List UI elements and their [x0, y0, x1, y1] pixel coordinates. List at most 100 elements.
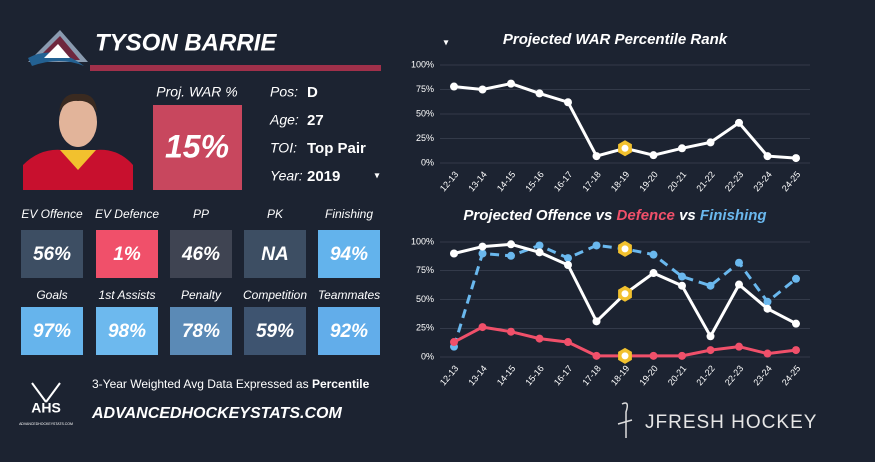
point — [507, 240, 515, 249]
headshot — [23, 85, 133, 190]
ahs-logo-sub: ADVANCEDHOCKEYSTATS.COM — [19, 422, 73, 426]
y-tick-label: 0% — [421, 157, 434, 167]
y-tick-label: 50% — [416, 108, 434, 118]
highlight-center — [621, 352, 629, 360]
tile-label: 1st Assists — [99, 288, 156, 302]
tile — [96, 307, 158, 355]
tile-label: EV Offence — [21, 207, 83, 221]
title-segment: Projected Offence vs — [463, 207, 612, 224]
point — [678, 281, 686, 290]
chart-dropdown-arrow[interactable]: ▾ — [443, 38, 448, 49]
year-dropdown-arrow[interactable]: ▾ — [374, 171, 379, 182]
point — [450, 338, 458, 347]
tile-value: 56% — [33, 244, 71, 265]
point — [535, 241, 544, 250]
point — [535, 334, 544, 343]
point — [564, 261, 572, 269]
info-value: D — [307, 84, 318, 101]
point — [649, 151, 658, 160]
tile — [318, 230, 380, 278]
point — [706, 281, 715, 290]
title-segment: Finishing — [700, 207, 767, 224]
point — [592, 152, 601, 161]
point — [535, 248, 544, 257]
tile-label: PK — [267, 207, 284, 221]
title-segment: Defence — [617, 207, 675, 224]
site-name: ADVANCEDHOCKEYSTATS.COM — [91, 405, 342, 422]
tile-value: 94% — [330, 244, 368, 265]
y-tick-label: 100% — [411, 236, 434, 246]
chart-title: Projected WAR Percentile Rank — [503, 31, 728, 48]
point — [678, 351, 686, 360]
highlight-center — [621, 144, 629, 152]
point — [535, 89, 544, 98]
point — [706, 346, 715, 355]
point — [763, 152, 772, 161]
info-label: Age: — [269, 112, 299, 128]
note-bold: Percentile — [312, 377, 370, 391]
war-value: 15% — [165, 128, 229, 164]
team-logo — [28, 30, 88, 66]
tile-label: EV Defence — [95, 207, 159, 221]
info-label: TOI: — [270, 140, 297, 156]
info-label: Year: — [270, 168, 303, 184]
point — [564, 338, 572, 347]
point — [564, 254, 572, 263]
point — [792, 154, 800, 163]
tile-value: NA — [261, 244, 288, 265]
brand-logo — [617, 402, 633, 438]
point — [478, 85, 487, 94]
ahs-logo — [31, 382, 61, 403]
tile — [21, 307, 83, 355]
y-tick-label: 75% — [416, 265, 434, 275]
tile-value: 46% — [181, 244, 220, 265]
tile — [244, 307, 306, 355]
y-tick-label: 25% — [416, 133, 434, 143]
tile-label: Competition — [243, 288, 307, 302]
info-value: Top Pair — [307, 140, 366, 157]
player-name: TYSON BARRIE — [95, 29, 277, 56]
chart-title: Projected Offence vs Defence vs Finishin… — [463, 207, 766, 224]
tile — [244, 230, 306, 278]
y-tick-label: 0% — [421, 351, 434, 361]
point — [706, 332, 715, 341]
point — [478, 249, 487, 258]
point — [478, 242, 487, 251]
info-value: 27 — [307, 112, 324, 129]
highlight-center — [621, 245, 629, 253]
y-tick-label: 25% — [416, 323, 434, 333]
info-label: Pos: — [270, 84, 298, 100]
point — [592, 351, 601, 360]
title-segment: vs — [679, 207, 696, 224]
name-underline — [90, 65, 381, 71]
tile — [96, 230, 158, 278]
tile-value: 98% — [108, 321, 146, 342]
point — [507, 251, 515, 260]
point — [678, 144, 686, 153]
point — [564, 98, 572, 107]
tile-label: PP — [193, 207, 209, 221]
y-tick-label: 100% — [411, 59, 434, 69]
point — [507, 327, 515, 336]
point — [792, 346, 800, 355]
tile-value: 97% — [33, 321, 71, 342]
footer-note: 3-Year Weighted Avg Data Expressed as Pe… — [92, 377, 370, 391]
point — [478, 323, 487, 332]
tile-label: Penalty — [181, 288, 222, 302]
war-box — [153, 105, 242, 190]
point — [678, 272, 686, 281]
tile — [170, 230, 232, 278]
tile-label: Teammates — [318, 288, 380, 302]
point — [735, 118, 743, 127]
tile-value: 59% — [256, 321, 294, 342]
point — [450, 249, 458, 258]
point — [735, 280, 743, 289]
point — [735, 342, 743, 351]
point — [450, 82, 458, 91]
point — [706, 138, 715, 147]
tile — [170, 307, 232, 355]
war-label: Proj. WAR % — [156, 84, 237, 100]
point — [592, 317, 601, 326]
point — [649, 269, 658, 278]
